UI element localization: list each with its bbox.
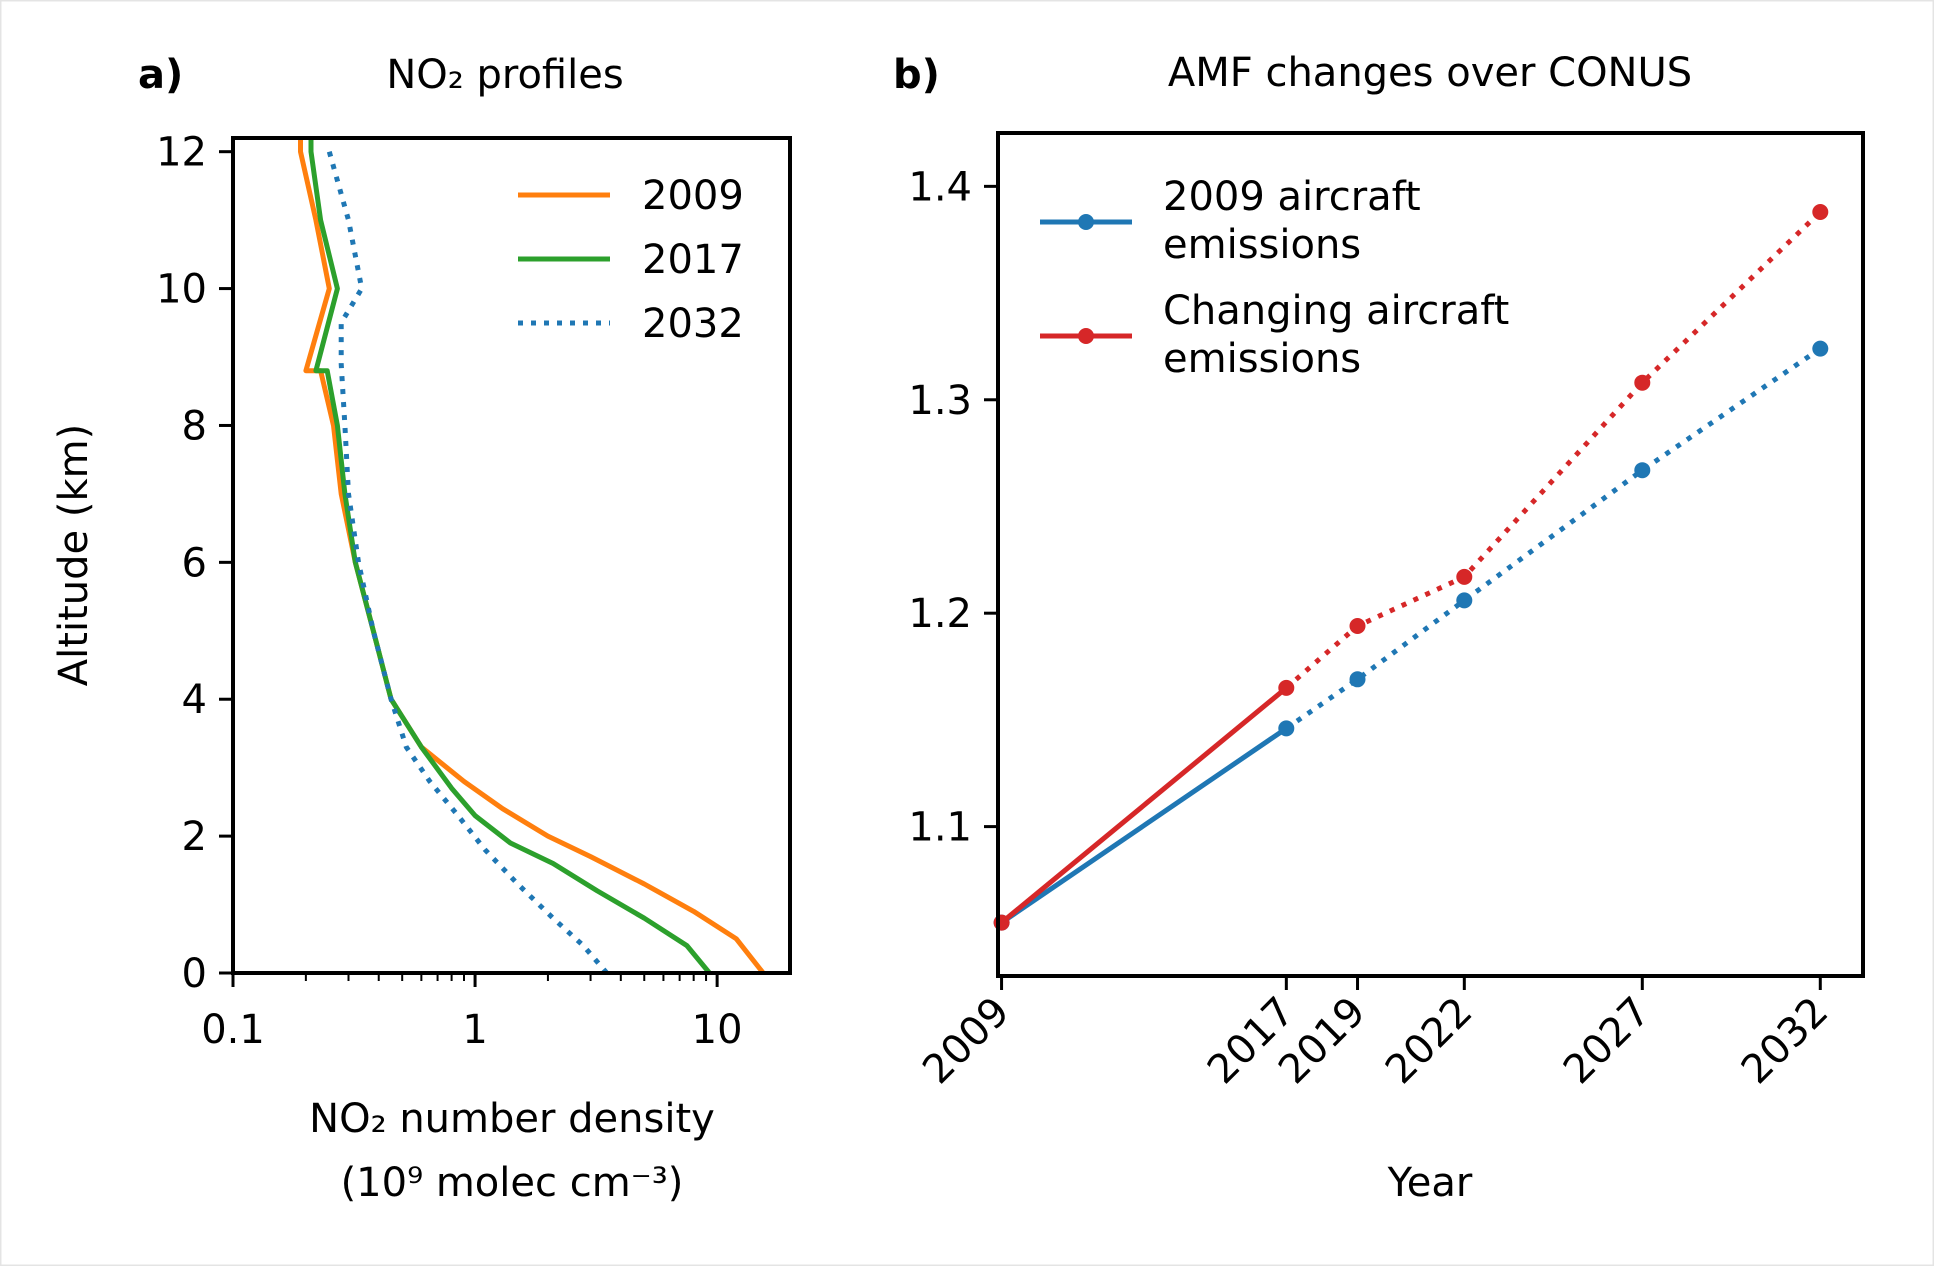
panel-a-ytick-label: 8	[182, 403, 207, 449]
amf-point-0	[1634, 462, 1651, 479]
amf-point-1	[1456, 568, 1473, 585]
amf-line-solid-1	[1000, 685, 1288, 925]
panel-a-xtick-label: 1	[462, 1007, 487, 1053]
panel-a-legend: 2009 2017 2032	[518, 173, 744, 347]
panel-a-title: NO₂ profiles	[386, 52, 623, 98]
amf-point-0	[1349, 671, 1366, 688]
legend-marker-0	[1078, 214, 1094, 230]
panel-a-ytick-label: 6	[182, 540, 207, 586]
amf-point-1	[1349, 618, 1366, 634]
legend-marker-1	[1078, 328, 1094, 344]
legend-label-2017: 2017	[642, 237, 744, 283]
legend-label-1: emissions	[1163, 336, 1361, 382]
panel-b-xlabel: Year	[1387, 1160, 1473, 1206]
amf-line-solid-0	[1000, 726, 1288, 925]
panel-b-ytick-label: 1.3	[908, 378, 972, 424]
amf-line-dotted-0	[1284, 346, 1822, 731]
legend-label-0: emissions	[1163, 222, 1361, 268]
panel-a-xtick-label: 10	[692, 1007, 743, 1053]
panel-a-ytick-label: 12	[156, 130, 207, 176]
panel-a-label: a)	[138, 52, 183, 98]
panel-b-series	[993, 204, 1829, 931]
panel-b-ytick-label: 1.1	[908, 805, 972, 851]
legend-label-2009: 2009	[642, 173, 744, 219]
profile-line-2032	[326, 151, 609, 975]
panel-a-frame	[231, 136, 792, 975]
legend-label-1: Changing aircraft	[1163, 288, 1509, 334]
panel-a-xtick-label: 0.1	[201, 1007, 265, 1053]
amf-point-0	[1812, 340, 1829, 357]
amf-point-0	[1456, 592, 1473, 609]
panel-a-xlabel: NO₂ number density	[309, 1096, 715, 1142]
panel-b-ytick-label: 1.2	[908, 591, 972, 637]
panel-a-ytick-label: 4	[182, 677, 207, 723]
profile-line-2017	[308, 138, 712, 975]
panel-b-frame	[996, 131, 1865, 978]
panel-a-series	[298, 138, 766, 975]
amf-point-0	[1278, 720, 1295, 737]
amf-point-1	[1634, 374, 1651, 391]
panel-a-ytick-label: 2	[182, 814, 207, 860]
panel-b-ytick-label: 1.4	[908, 164, 972, 210]
panel-b-title: AMF changes over CONUS	[1168, 50, 1692, 96]
amf-point-1	[1812, 204, 1829, 220]
panel-a: a) NO₂ profiles 0 2 4 6 8 10 12 0.1 1 10 Altitude…	[51, 52, 792, 1206]
panel-a-ytick-label: 0	[182, 951, 207, 997]
panel-a-ticks: 0 2 4 6 8 10 12 0.1 1 10	[156, 130, 742, 1053]
legend-label-0: 2009 aircraft	[1163, 174, 1421, 220]
panel-b-label: b)	[893, 52, 940, 98]
legend-label-2032: 2032	[642, 301, 744, 347]
panel-a-ylabel: Altitude (km)	[51, 424, 97, 686]
panel-a-ytick-label: 10	[156, 267, 207, 313]
panel-a-xlabel-units: (10⁹ molec cm⁻³)	[341, 1160, 684, 1206]
amf-point-1	[1278, 679, 1295, 696]
